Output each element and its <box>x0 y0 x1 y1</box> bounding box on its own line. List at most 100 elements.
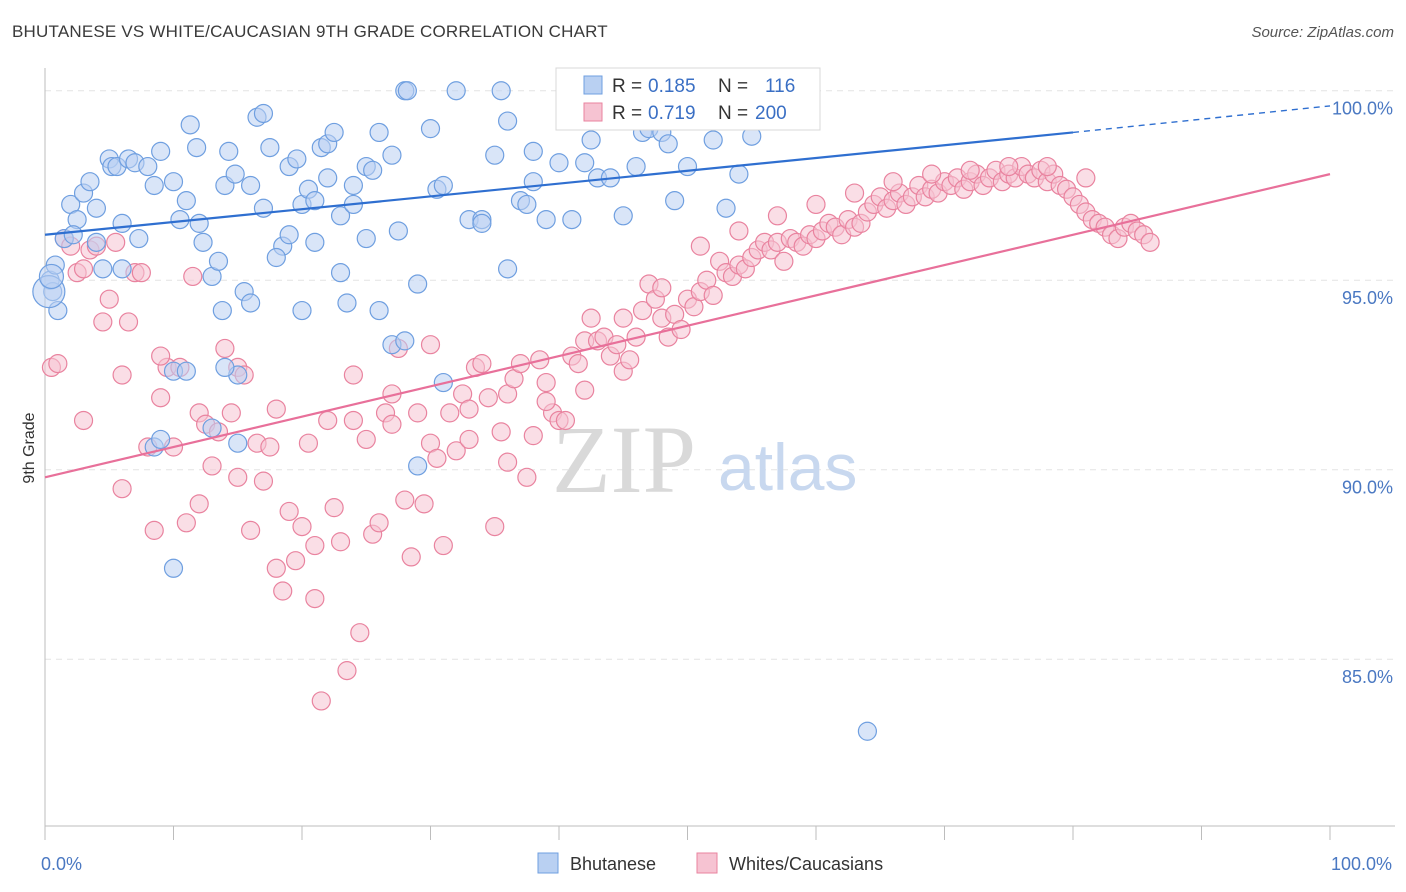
bhutanese-point <box>180 115 200 135</box>
bhutanese-point <box>305 191 325 211</box>
whites-caucasians-point <box>337 661 357 681</box>
whites-legend-swatch <box>696 852 718 874</box>
bhutanese-point <box>241 293 261 313</box>
whites-caucasians-point <box>999 156 1019 177</box>
bhutanese-point <box>581 130 601 150</box>
whites-caucasians-point <box>767 206 788 226</box>
bhutanese-point <box>279 225 299 245</box>
whites-caucasians-point <box>215 338 235 359</box>
whites-caucasians-point <box>189 494 209 514</box>
whites-caucasians-point <box>459 399 479 419</box>
y-tick-labels: 85.0% 90.0% 95.0% 100.0% <box>1332 99 1393 687</box>
whites-caucasians-point <box>408 403 428 423</box>
whites-caucasians-point <box>433 535 453 556</box>
whites-caucasians-point <box>652 278 672 298</box>
legend-n-value-bhutanese: 116 <box>765 76 795 97</box>
bhutanese-point <box>151 429 171 450</box>
bhutanese-point <box>163 558 184 578</box>
whites-caucasians-point <box>118 312 139 332</box>
whites-caucasians-point <box>498 452 518 472</box>
whites-caucasians-point <box>131 263 151 283</box>
bhutanese-point <box>305 232 325 252</box>
bhutanese-point <box>716 198 736 218</box>
whites-caucasians-point <box>112 365 132 385</box>
whites-caucasians-point <box>491 422 511 442</box>
whites-caucasians-point <box>536 372 556 393</box>
bhutanese-point <box>202 418 222 438</box>
whites-caucasians-point <box>806 194 826 215</box>
whites-caucasians-point <box>446 441 466 461</box>
whites-caucasians-point <box>106 232 126 252</box>
legend-r-value-bhutanese: 0.185 <box>648 76 696 97</box>
whites-caucasians-point <box>690 236 710 256</box>
bhutanese-point <box>80 172 100 192</box>
whites-caucasians-point <box>459 429 479 450</box>
bhutanese-point <box>343 175 363 196</box>
whites-caucasians-point <box>485 516 505 537</box>
whites-caucasians-point <box>613 308 633 328</box>
bhutanese-point <box>356 228 376 249</box>
bhutanese-point <box>369 122 389 143</box>
bhutanese-point <box>86 198 107 218</box>
whites-caucasians-point <box>581 308 601 328</box>
whites-caucasians-point <box>151 346 171 366</box>
whites-caucasians-point <box>729 221 749 241</box>
bhutanese-point <box>176 361 196 381</box>
whites-caucasians-point <box>844 183 865 203</box>
bhutanese-point <box>112 259 132 279</box>
bhutanese-point <box>613 206 633 226</box>
bhutanese-point <box>266 247 286 268</box>
bhutanese-point <box>208 251 229 271</box>
whites-caucasians-point <box>478 388 498 408</box>
bhutanese-point <box>363 160 383 180</box>
y-tick-label: 90.0% <box>1342 478 1393 498</box>
bhutanese-point <box>151 141 171 161</box>
whites-caucasians-point <box>273 581 293 601</box>
whites-caucasians-point <box>151 388 171 408</box>
whites-swatch <box>583 102 603 122</box>
whites-caucasians-point <box>883 172 903 192</box>
bhutanese-point <box>324 122 344 143</box>
bhutanese-point <box>433 175 453 196</box>
whites-caucasians-point <box>1140 232 1160 252</box>
whites-caucasians-point <box>703 285 723 305</box>
bhutanese-legend-label: Bhutanese <box>570 854 656 874</box>
bhutanese-point <box>93 259 113 279</box>
bhutanese-point <box>287 149 307 169</box>
whites-caucasians-point <box>395 490 415 510</box>
bhutanese-trend-extension <box>1072 105 1331 134</box>
trend-lines <box>44 105 1331 479</box>
bhutanese-point <box>225 164 245 184</box>
bhutanese-point <box>658 134 678 154</box>
whites-caucasians-point <box>427 448 447 468</box>
legend-r-label-bhutanese: R = <box>612 76 642 97</box>
bhutanese-point <box>408 274 428 294</box>
whites-caucasians-point <box>279 501 299 522</box>
gridlines <box>45 90 1395 660</box>
whites-caucasians-point <box>472 354 492 374</box>
y-axis-label: 9th Grade <box>21 412 38 483</box>
bhutanese-point <box>382 145 402 165</box>
whites-caucasians-point <box>1076 168 1096 188</box>
bhutanese-point <box>523 141 543 161</box>
whites-caucasians-point <box>356 429 376 450</box>
whites-caucasians-point <box>221 403 241 423</box>
whites-caucasians-point <box>241 520 261 540</box>
whites-caucasians-point <box>73 259 94 279</box>
whites-caucasians-point <box>183 266 203 287</box>
watermark-zip: ZIP <box>552 406 696 513</box>
bhutanese-point <box>86 232 107 252</box>
x-axis-ticks <box>44 826 1331 840</box>
bhutanese-point <box>38 263 65 290</box>
whites-caucasians-point <box>48 354 68 374</box>
whites-caucasians-point <box>99 289 119 309</box>
bhutanese-point <box>536 210 556 230</box>
whites-caucasians-point <box>292 516 312 537</box>
bhutanese-point <box>318 168 338 188</box>
bhutanese-point <box>63 225 83 245</box>
whites-caucasians-point <box>285 551 306 571</box>
bhutanese-point <box>212 300 232 321</box>
whites-caucasians-point <box>311 691 331 711</box>
whites-caucasians-point <box>440 403 460 423</box>
bhutanese-point <box>562 210 582 230</box>
